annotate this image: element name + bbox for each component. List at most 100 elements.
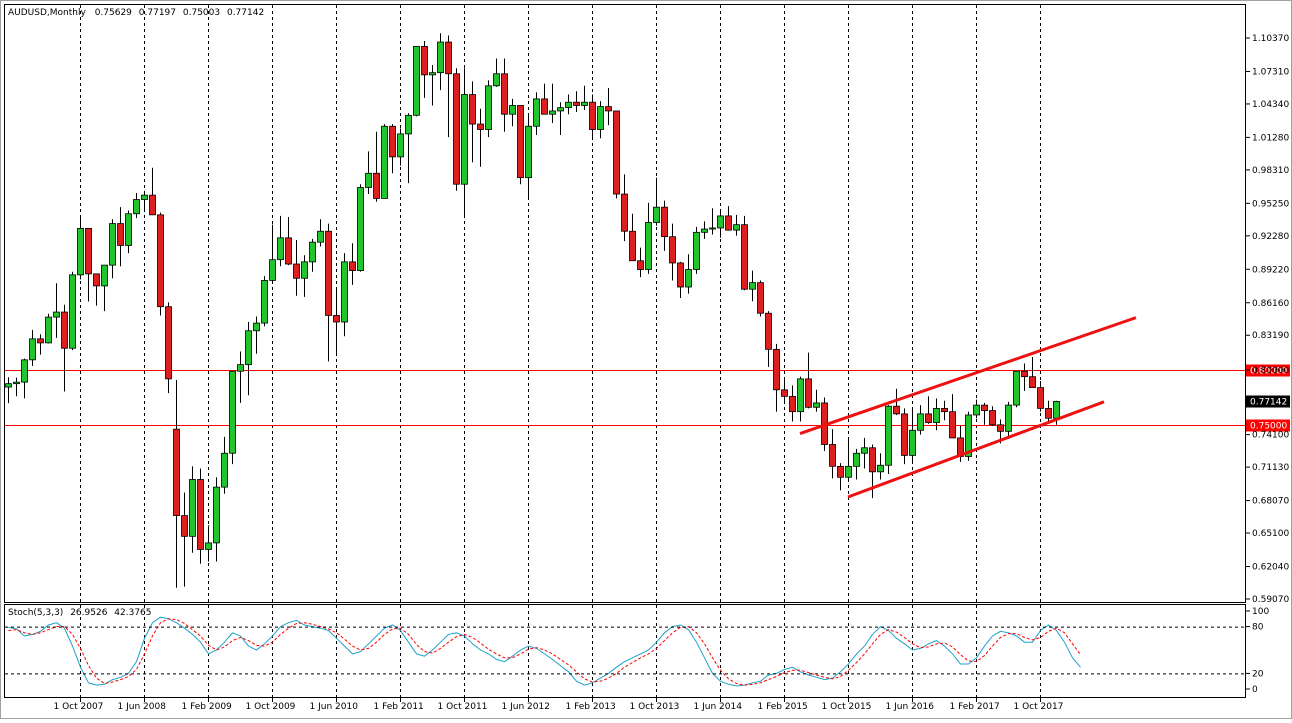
close-value: 0.77142 — [227, 8, 264, 18]
x-tick-label: 1 Oct 2009 — [246, 702, 296, 712]
candle-body — [933, 407, 940, 424]
stoch-tick-label: 20 — [1252, 669, 1264, 679]
horizontal-levels: 0.80000 0.75000 0.77142 — [5, 364, 1290, 432]
candle-body — [205, 542, 212, 550]
candle-body — [437, 41, 444, 74]
candle-body — [653, 206, 660, 223]
candle-body — [309, 241, 316, 263]
x-tick-label: 1 Jun 2016 — [886, 702, 935, 712]
candle-body — [405, 114, 412, 135]
candle-body — [133, 199, 140, 215]
candle-body — [629, 230, 636, 262]
chart-header: AUDUSD,Monthly 0.75629 0.77197 0.75003 0… — [8, 8, 264, 18]
candle-body — [917, 413, 924, 431]
candle-body — [13, 381, 20, 385]
stoch-signal-line — [8, 618, 1081, 686]
candle-body — [5, 383, 12, 388]
stoch-plot-frame — [4, 604, 1246, 698]
candle-body — [941, 407, 948, 413]
candle-body — [493, 73, 500, 87]
candle-body — [661, 206, 668, 238]
candle-body — [277, 237, 284, 261]
candle-body — [733, 224, 740, 231]
candle-body — [589, 101, 596, 130]
candle-body — [677, 262, 684, 288]
candle-body — [717, 215, 724, 229]
candle-body — [61, 311, 68, 349]
candle-body — [741, 224, 748, 290]
x-tick-label: 1 Feb 2009 — [182, 702, 233, 712]
y-tick-label: 0.65100 — [1252, 529, 1289, 539]
candle-body — [101, 264, 108, 287]
candle-body — [53, 311, 60, 318]
candle-body — [893, 405, 900, 415]
candle-body — [237, 364, 244, 372]
stoch-signal-value: 42.3765 — [114, 608, 151, 618]
candle-body — [29, 338, 36, 361]
candle-body — [533, 98, 540, 127]
candle-body — [77, 227, 84, 276]
candle-body — [605, 106, 612, 112]
candle-body — [213, 486, 220, 544]
stoch-tick-label: 100 — [1252, 607, 1269, 617]
candle-body — [757, 282, 764, 314]
candle-body — [333, 315, 340, 323]
candle-body — [797, 378, 804, 413]
candle-body — [973, 404, 980, 416]
candle-body — [565, 101, 572, 109]
candle-body — [341, 261, 348, 323]
y-tick-label: 0.62040 — [1252, 563, 1289, 573]
candle-body — [981, 404, 988, 411]
candle-body — [301, 261, 308, 279]
candle-body — [157, 214, 164, 308]
stoch-tick-label: 80 — [1252, 623, 1264, 633]
candle-body — [637, 260, 644, 270]
stoch-axis: 100 80 20 0 — [5, 607, 1269, 695]
candle-body — [413, 46, 420, 116]
candle-body — [109, 223, 116, 266]
x-tick-label: 1 Oct 2007 — [54, 702, 104, 712]
candle-body — [389, 125, 396, 158]
candle-body — [485, 85, 492, 130]
low-value: 0.75003 — [183, 8, 220, 18]
candle-body — [581, 101, 588, 106]
y-tick-label: 0.59070 — [1252, 595, 1289, 605]
candle-body — [69, 274, 76, 349]
candle-body — [245, 330, 252, 366]
candle-body — [381, 125, 388, 199]
candle-body — [597, 106, 604, 130]
candle-body — [477, 123, 484, 130]
candle-body — [373, 172, 380, 199]
open-value: 0.75629 — [95, 8, 132, 18]
candle-body — [269, 259, 276, 281]
candle-body — [1013, 370, 1020, 406]
x-tick-label: 1 Jun 2008 — [118, 702, 167, 712]
candle-body — [909, 429, 916, 456]
candle-body — [509, 105, 516, 115]
symbol-timeframe: AUDUSD,Monthly — [8, 8, 86, 18]
candle-body — [165, 306, 172, 380]
candle-body — [461, 94, 468, 185]
y-tick-label: 1.04340 — [1252, 100, 1289, 110]
candle-body — [573, 101, 580, 106]
candle-body — [349, 261, 356, 272]
candle-body — [685, 269, 692, 288]
candle-body — [781, 389, 788, 397]
candle-body — [949, 411, 956, 439]
candle-body — [293, 263, 300, 279]
candle-body — [765, 312, 772, 350]
candle-body — [869, 447, 876, 473]
candle-body — [173, 428, 180, 516]
candle-body — [557, 107, 564, 112]
x-tick-label: 1 Oct 2017 — [1014, 702, 1064, 712]
candle-body — [149, 194, 156, 216]
y-tick-label: 0.68070 — [1252, 497, 1289, 507]
candle-body — [429, 72, 436, 76]
candle-body — [877, 464, 884, 473]
candle-body — [853, 452, 860, 467]
candle-body — [317, 230, 324, 243]
candle-body — [261, 280, 268, 324]
candle-body — [725, 215, 732, 231]
